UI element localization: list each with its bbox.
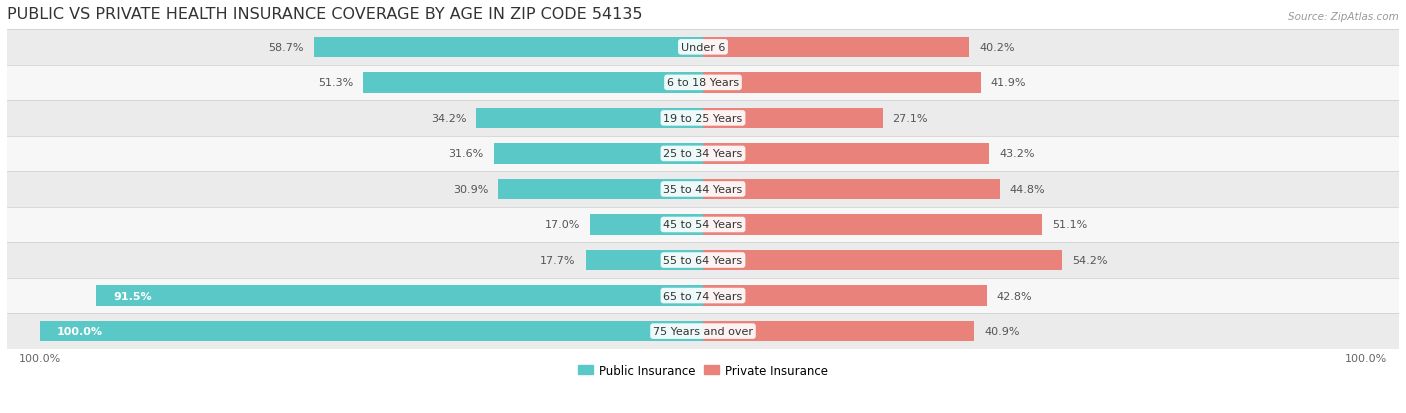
Bar xyxy=(7,65,1399,101)
Text: 51.1%: 51.1% xyxy=(1052,220,1087,230)
Bar xyxy=(703,38,970,58)
Text: 6 to 18 Years: 6 to 18 Years xyxy=(666,78,740,88)
Text: Source: ZipAtlas.com: Source: ZipAtlas.com xyxy=(1288,12,1399,22)
Bar xyxy=(586,250,703,271)
Bar xyxy=(703,250,1063,271)
Text: 31.6%: 31.6% xyxy=(449,149,484,159)
Bar xyxy=(477,108,703,129)
Bar xyxy=(703,321,974,342)
Bar xyxy=(7,207,1399,243)
Text: 17.7%: 17.7% xyxy=(540,255,575,266)
Bar xyxy=(7,278,1399,313)
Text: 91.5%: 91.5% xyxy=(112,291,152,301)
Text: 30.9%: 30.9% xyxy=(453,185,488,195)
Text: 44.8%: 44.8% xyxy=(1010,185,1046,195)
Text: 55 to 64 Years: 55 to 64 Years xyxy=(664,255,742,266)
Bar xyxy=(7,101,1399,136)
Text: 100.0%: 100.0% xyxy=(56,326,103,336)
Bar xyxy=(703,73,981,93)
Bar xyxy=(7,136,1399,172)
Bar xyxy=(314,38,703,58)
Bar xyxy=(498,179,703,200)
Text: PUBLIC VS PRIVATE HEALTH INSURANCE COVERAGE BY AGE IN ZIP CODE 54135: PUBLIC VS PRIVATE HEALTH INSURANCE COVER… xyxy=(7,7,643,22)
Bar xyxy=(7,172,1399,207)
Text: 42.8%: 42.8% xyxy=(997,291,1032,301)
Bar xyxy=(703,215,1042,235)
Text: 75 Years and over: 75 Years and over xyxy=(652,326,754,336)
Bar xyxy=(7,243,1399,278)
Bar xyxy=(7,30,1399,65)
Text: 51.3%: 51.3% xyxy=(318,78,353,88)
Bar xyxy=(703,285,987,306)
Text: 17.0%: 17.0% xyxy=(546,220,581,230)
Bar xyxy=(41,321,703,342)
Bar xyxy=(363,73,703,93)
Text: 45 to 54 Years: 45 to 54 Years xyxy=(664,220,742,230)
Bar xyxy=(703,179,1000,200)
Text: 43.2%: 43.2% xyxy=(1000,149,1035,159)
Text: 58.7%: 58.7% xyxy=(269,43,304,53)
Text: 25 to 34 Years: 25 to 34 Years xyxy=(664,149,742,159)
Text: 40.2%: 40.2% xyxy=(980,43,1015,53)
Bar xyxy=(97,285,703,306)
Text: 34.2%: 34.2% xyxy=(430,114,467,123)
Text: 27.1%: 27.1% xyxy=(893,114,928,123)
Text: 35 to 44 Years: 35 to 44 Years xyxy=(664,185,742,195)
Text: 40.9%: 40.9% xyxy=(984,326,1019,336)
Legend: Public Insurance, Private Insurance: Public Insurance, Private Insurance xyxy=(574,359,832,382)
Text: 41.9%: 41.9% xyxy=(991,78,1026,88)
Bar xyxy=(7,313,1399,349)
Text: 19 to 25 Years: 19 to 25 Years xyxy=(664,114,742,123)
Bar xyxy=(591,215,703,235)
Bar xyxy=(703,144,990,164)
Bar xyxy=(703,108,883,129)
Text: 54.2%: 54.2% xyxy=(1073,255,1108,266)
Bar xyxy=(494,144,703,164)
Text: Under 6: Under 6 xyxy=(681,43,725,53)
Text: 65 to 74 Years: 65 to 74 Years xyxy=(664,291,742,301)
